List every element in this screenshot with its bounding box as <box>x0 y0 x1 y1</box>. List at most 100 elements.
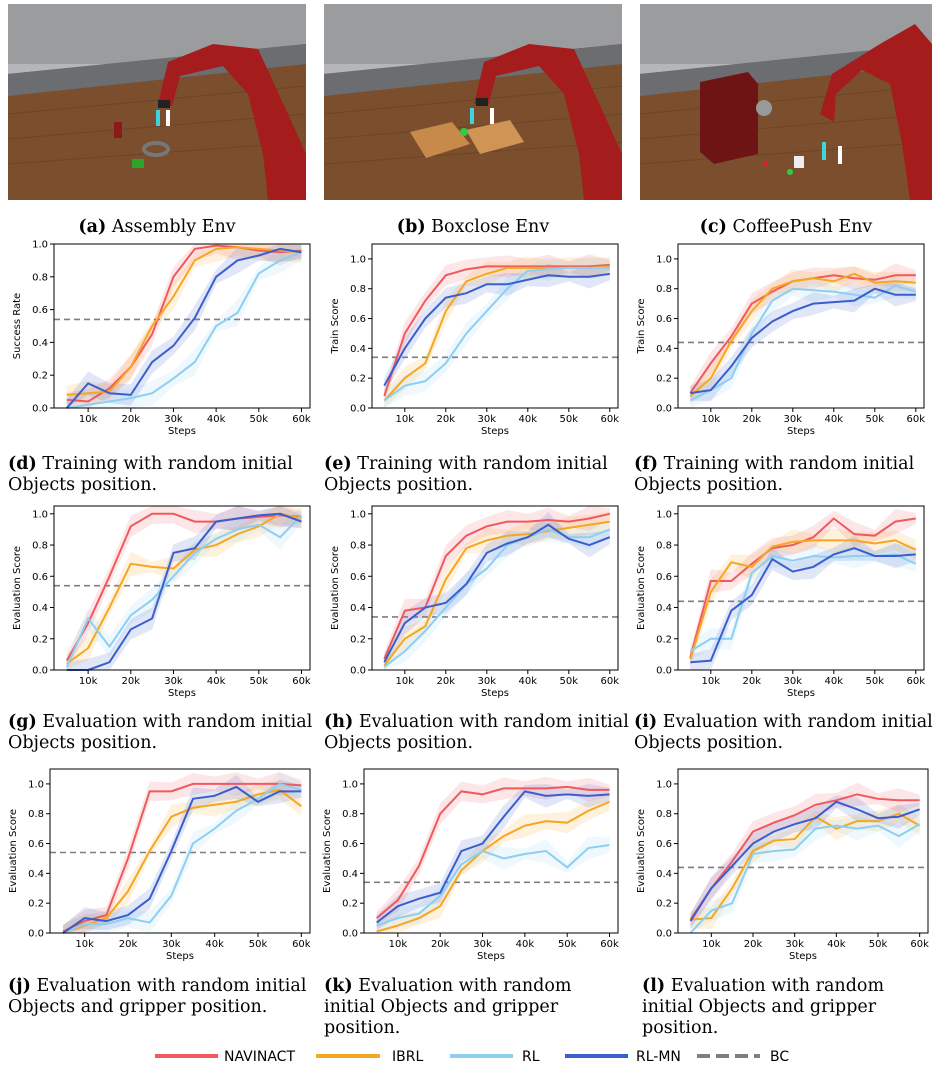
y-tick-label: 0.0 <box>342 929 358 940</box>
y-tick-label: 0.0 <box>28 929 44 940</box>
caption-label: (d) <box>8 454 37 474</box>
series-line-ibrl <box>689 272 916 397</box>
plot-frame <box>371 505 619 671</box>
x-axis-label: Steps <box>477 951 505 962</box>
caption-label: (c) <box>699 217 727 237</box>
y-tick-label: 0.4 <box>342 869 358 880</box>
x-tick-label: 10k <box>79 414 98 425</box>
band-navinact <box>63 771 302 933</box>
x-tick-label: 30k <box>478 676 497 687</box>
x-axis-label: Steps <box>789 951 817 962</box>
y-tick-label: 0.4 <box>32 338 48 349</box>
x-tick-label: 40k <box>516 939 535 950</box>
caption-e: (e) Training with random initial Objects… <box>324 454 632 496</box>
y-tick-label: 0.2 <box>342 899 358 910</box>
caption-label: (b) <box>396 217 426 237</box>
band-navinact <box>384 254 610 403</box>
x-axis-label: Steps <box>481 688 509 699</box>
x-tick-label: 30k <box>478 414 497 425</box>
band-ibrl <box>376 792 610 933</box>
caption-c: (c) CoffeePush Env <box>640 217 932 238</box>
series-line-navinact <box>383 512 611 660</box>
y-tick-label: 0.6 <box>342 839 358 850</box>
y-tick-label: 0.8 <box>656 284 672 295</box>
band-rl <box>66 244 302 408</box>
y-tick-label: 0.2 <box>656 899 672 910</box>
caption-text: Evaluation with random initial Objects a… <box>8 976 307 1017</box>
series-line-rl <box>689 284 917 402</box>
x-tick-label: 20k <box>744 939 763 950</box>
x-tick-label: 10k <box>396 676 415 687</box>
y-axis-label: Evaluation Score <box>322 809 333 893</box>
x-tick-label: 10k <box>389 939 408 950</box>
series-line-navinact <box>376 785 610 919</box>
caption-text: Training with random initial Objects pos… <box>634 454 915 495</box>
caption-text: CoffeePush Env <box>732 217 873 237</box>
chart-e: 0.0 0.2 0.4 0.6 0.8 1.0 10k 20k 30k 40k 50k 60k Step… <box>326 238 626 438</box>
y-tick-label: 0.8 <box>350 284 366 295</box>
y-tick-label: 1.0 <box>656 779 672 790</box>
band-rl <box>384 256 610 408</box>
series-line-navinact <box>383 263 610 397</box>
y-axis-label: Train Score <box>636 298 647 354</box>
x-tick-label: 30k <box>785 939 804 950</box>
series-line-rl-mn <box>689 800 921 922</box>
series-line-rl <box>66 251 302 409</box>
y-tick-label: 0.2 <box>350 634 366 645</box>
band-navinact <box>384 506 610 666</box>
y-axis-label: Train Score <box>330 298 341 354</box>
plot-frame <box>371 243 619 409</box>
caption-text: Boxclose Env <box>431 217 550 237</box>
chart-h: 0.0 0.2 0.4 0.6 0.8 1.0 10k 20k 30k 40k 50k 60k Step… <box>326 500 626 700</box>
x-tick-label: 50k <box>560 414 579 425</box>
chart-k: 0.0 0.2 0.4 0.6 0.8 1.0 10k 20k 30k 40k 50k 60k Step… <box>318 763 626 963</box>
y-tick-label: 0.0 <box>32 666 48 677</box>
series-line-rl <box>383 528 611 668</box>
caption-text: Evaluation with random initial Objects p… <box>634 712 933 753</box>
band-ibrl <box>384 511 610 670</box>
band-ibrl <box>63 780 302 933</box>
x-tick-label: 10k <box>75 939 94 950</box>
x-tick-label: 20k <box>437 414 456 425</box>
x-tick-label: 50k <box>558 939 577 950</box>
y-tick-label: 0.2 <box>28 899 44 910</box>
y-tick-label: 0.8 <box>656 809 672 820</box>
x-tick-label: 60k <box>907 414 926 425</box>
legend-label-navinact: NAVINACT <box>224 1049 295 1065</box>
y-tick-label: 0.0 <box>656 929 672 940</box>
x-axis-label: Steps <box>168 688 196 699</box>
x-axis-label: Steps <box>481 426 509 437</box>
y-tick-label: 1.0 <box>28 779 44 790</box>
x-tick-label: 40k <box>825 676 844 687</box>
y-tick-label: 0.0 <box>656 404 672 415</box>
x-tick-label: 30k <box>473 939 492 950</box>
x-tick-label: 50k <box>250 414 269 425</box>
caption-label: (g) <box>8 712 37 732</box>
y-tick-label: 1.0 <box>656 254 672 265</box>
caption-text: Training with random initial Objects pos… <box>8 454 293 495</box>
caption-label: (f) <box>634 454 659 474</box>
series-line-ibrl <box>690 812 921 921</box>
x-tick-label: 50k <box>560 676 579 687</box>
band-ibrl <box>66 506 302 670</box>
x-tick-label: 60k <box>601 676 620 687</box>
x-tick-label: 60k <box>601 414 620 425</box>
chart-j: 0.0 0.2 0.4 0.6 0.8 1.0 10k 20k 30k 40k 50k 60k Step… <box>4 763 318 963</box>
y-tick-label: 1.0 <box>656 509 672 520</box>
legend-label-bc: BC <box>770 1049 789 1065</box>
plot-frame <box>677 768 929 934</box>
plot-frame <box>53 505 311 671</box>
x-axis-label: Steps <box>787 688 815 699</box>
band-navinact <box>66 506 302 668</box>
series-line-ibrl <box>66 512 302 665</box>
x-tick-label: 40k <box>207 676 226 687</box>
series-line-navinact <box>62 782 302 933</box>
x-tick-label: 10k <box>702 414 721 425</box>
series-line-navinact <box>689 793 920 921</box>
series-line-rl-mn <box>383 523 611 663</box>
x-tick-label: 10k <box>702 676 721 687</box>
y-tick-label: 0.6 <box>28 839 44 850</box>
y-tick-label: 1.0 <box>342 779 358 790</box>
chart-svg: 0.0 0.2 0.4 0.6 0.8 1.0 10k 20k 30k 40k 50k 60k Step… <box>330 243 620 437</box>
x-tick-label: 50k <box>866 414 885 425</box>
